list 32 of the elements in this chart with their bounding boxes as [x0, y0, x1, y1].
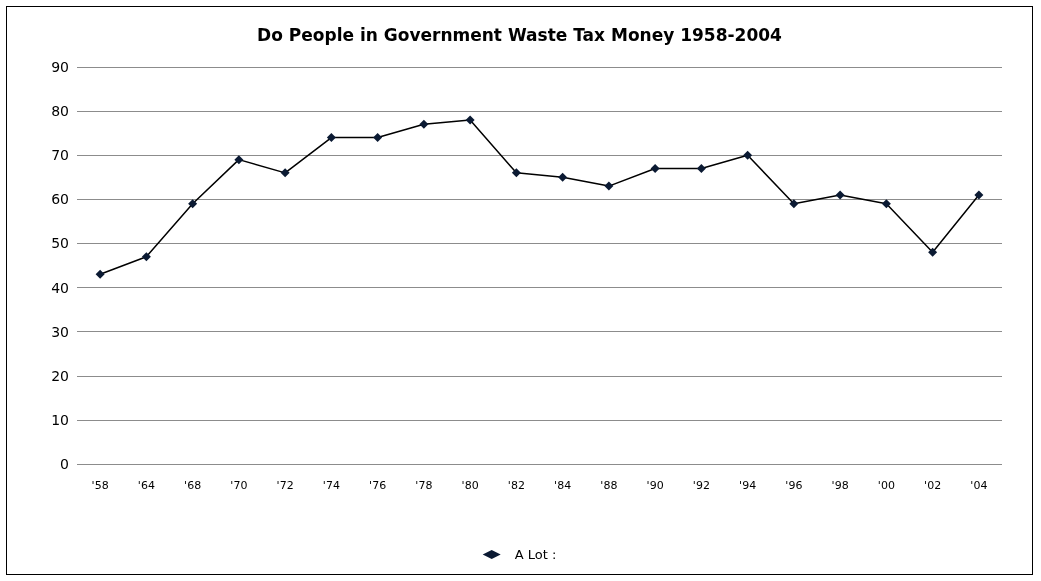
- x-tick-label: '88: [600, 479, 618, 492]
- x-tick-label: '70: [230, 479, 248, 492]
- y-tick-label: 20: [51, 367, 69, 384]
- x-tick-label: '00: [877, 479, 895, 492]
- x-tick-label: '04: [970, 479, 988, 492]
- x-tick-label: '90: [646, 479, 664, 492]
- x-tick-label: '74: [322, 479, 340, 492]
- y-tick-label: 80: [51, 103, 69, 120]
- x-tick-label: '02: [924, 479, 942, 492]
- x-tick-label: '68: [184, 479, 202, 492]
- x-tick-label: '58: [91, 479, 109, 492]
- x-tick-label: '64: [137, 479, 155, 492]
- x-tick-label: '72: [276, 479, 294, 492]
- x-tick-label: '98: [831, 479, 849, 492]
- x-tick-label: '80: [461, 479, 479, 492]
- y-tick-label: 10: [51, 411, 69, 428]
- x-tick-label: '82: [507, 479, 525, 492]
- y-tick-label: 30: [51, 323, 69, 340]
- legend-label: A Lot :: [514, 547, 557, 562]
- y-tick-label: 60: [51, 191, 69, 208]
- x-tick-label: '94: [739, 479, 757, 492]
- y-tick-label: 0: [60, 456, 69, 472]
- y-tick-label: 70: [51, 147, 69, 164]
- x-tick-label: '78: [415, 479, 433, 492]
- x-tick-label: '84: [554, 479, 572, 492]
- y-tick-label: 40: [51, 279, 69, 296]
- y-tick-label: 90: [51, 59, 69, 75]
- x-tick-label: '76: [369, 479, 387, 492]
- x-tick-label: '96: [785, 479, 803, 492]
- x-tick-label: '92: [692, 479, 710, 492]
- chart-title: Do People in Government Waste Tax Money 1958-2004: [257, 24, 783, 45]
- y-tick-label: 50: [51, 235, 69, 252]
